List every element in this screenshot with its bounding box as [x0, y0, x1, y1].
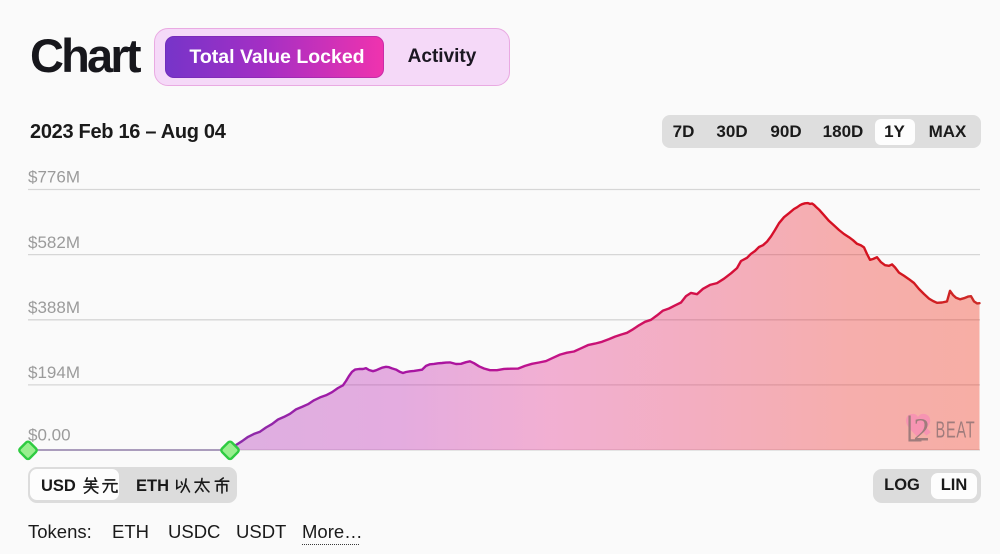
svg-text:$0.00: $0.00 — [28, 426, 71, 445]
svg-text:$388M: $388M — [28, 298, 80, 317]
svg-text:BEAT: BEAT — [936, 417, 976, 443]
svg-text:2: 2 — [914, 413, 930, 449]
svg-text:$776M: $776M — [28, 168, 80, 187]
svg-text:$582M: $582M — [28, 233, 80, 252]
svg-text:$194M: $194M — [28, 363, 80, 382]
